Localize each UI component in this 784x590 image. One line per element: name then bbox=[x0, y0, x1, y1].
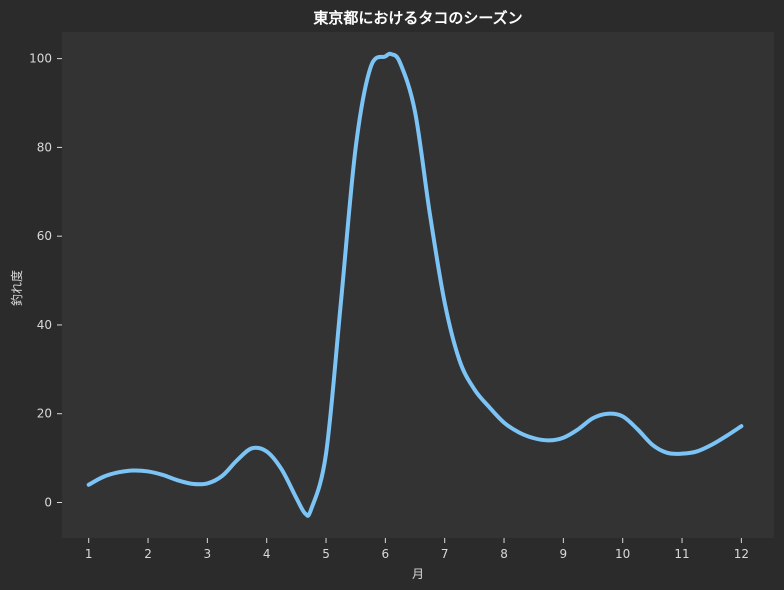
chart-title: 東京都におけるタコのシーズン bbox=[313, 9, 522, 27]
x-tick-label: 4 bbox=[263, 547, 271, 561]
y-tick-label: 80 bbox=[37, 140, 52, 154]
x-tick-label: 7 bbox=[441, 547, 449, 561]
series-line bbox=[86, 51, 744, 518]
y-tick-label: 0 bbox=[44, 495, 52, 509]
x-axis-ticks: 1 2 3 4 5 6 7 8 9 10 11 12 bbox=[85, 538, 749, 561]
x-tick-label: 8 bbox=[500, 547, 508, 561]
y-tick-label: 20 bbox=[37, 407, 52, 421]
x-tick-label: 2 bbox=[144, 547, 152, 561]
x-tick-label: 6 bbox=[382, 547, 390, 561]
x-tick-label: 11 bbox=[674, 547, 689, 561]
y-tick-label: 60 bbox=[37, 229, 52, 243]
y-axis-label: 釣れ度 bbox=[9, 270, 24, 306]
x-tick-label: 10 bbox=[615, 547, 630, 561]
plot-area bbox=[62, 32, 774, 538]
y-tick-label: 100 bbox=[29, 52, 52, 66]
y-axis-ticks: 0 20 40 60 80 100 bbox=[29, 52, 62, 509]
x-tick-label: 5 bbox=[322, 547, 330, 561]
x-tick-label: 1 bbox=[85, 547, 93, 561]
x-axis-label: 月 bbox=[412, 567, 424, 581]
x-tick-label: 12 bbox=[734, 547, 749, 561]
x-tick-label: 3 bbox=[204, 547, 212, 561]
y-tick-label: 40 bbox=[37, 318, 52, 332]
x-tick-label: 9 bbox=[560, 547, 568, 561]
